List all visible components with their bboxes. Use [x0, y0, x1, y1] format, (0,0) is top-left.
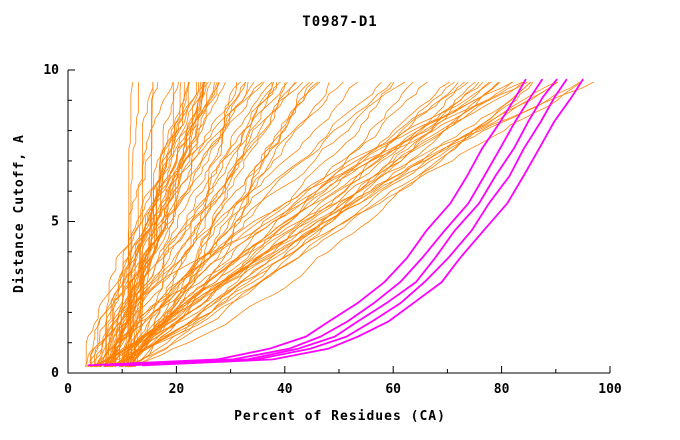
predicted-model-curves [132, 82, 273, 367]
highlighted-model-curves [142, 78, 584, 367]
predicted-model-curves [104, 81, 465, 368]
predicted-model-curves [99, 81, 297, 368]
x-tick-label: 20 [169, 382, 185, 397]
x-tick-label: 40 [277, 382, 293, 397]
predicted-model-curves [106, 82, 249, 368]
predicted-model-curves [107, 82, 278, 368]
x-tick-label: 0 [64, 382, 72, 397]
predicted-model-curves [120, 81, 580, 368]
predicted-model-curves [119, 81, 582, 368]
predicted-model-curves [98, 81, 314, 368]
predicted-model-curves [94, 81, 212, 368]
predicted-model-curves [94, 81, 218, 367]
y-tick-label: 0 [51, 366, 59, 381]
predicted-model-curves [114, 81, 450, 368]
predicted-model-curves [107, 81, 241, 367]
x-axis-label: Percent of Residues (CA) [234, 409, 446, 424]
predicted-model-curves [125, 81, 455, 368]
predicted-model-curves [84, 82, 205, 368]
predicted-model-curves [127, 82, 205, 368]
x-tick-label: 80 [494, 382, 510, 397]
predicted-model-curves [122, 81, 246, 367]
predicted-model-curves [87, 81, 274, 368]
predicted-model-curves [122, 81, 273, 368]
y-tick-label: 5 [51, 215, 59, 230]
predicted-model-curves [119, 82, 202, 367]
highlighted-model-curves [87, 78, 527, 367]
predicted-model-curves [130, 81, 310, 368]
highlighted-model-curves [115, 78, 558, 367]
x-tick-label: 100 [598, 382, 622, 397]
predicted-model-curves [89, 81, 514, 367]
predicted-model-curves [100, 81, 406, 368]
predicted-model-curves [90, 81, 531, 368]
predicted-model-curves [105, 82, 197, 367]
predicted-model-curves [125, 81, 476, 368]
predicted-model-curves [95, 82, 215, 367]
highlighted-model-curves [128, 78, 568, 367]
predicted-model-curves [130, 82, 139, 367]
predicted-model-curves [127, 81, 534, 368]
predicted-model-curves [90, 81, 226, 367]
predicted-model-curves [126, 81, 321, 368]
y-tick-label: 10 [43, 63, 59, 78]
chart-title: T0987-D1 [302, 14, 378, 30]
x-tick-label: 60 [385, 382, 401, 397]
predicted-model-curves [125, 81, 382, 368]
predicted-model-curves [132, 81, 484, 368]
predicted-model-curves [112, 82, 207, 368]
predicted-model-curves [89, 82, 237, 367]
predicted-model-curves [109, 81, 414, 368]
highlighted-model-curves [104, 78, 544, 367]
predicted-model-curves [122, 82, 286, 368]
predicted-model-curves [96, 81, 594, 368]
predicted-model-curves [134, 81, 392, 368]
predicted-model-curves [128, 82, 179, 368]
predicted-model-curves [127, 82, 182, 367]
predicted-model-curves [120, 81, 190, 368]
predicted-model-curves [125, 81, 501, 368]
predicted-model-curves [110, 81, 528, 368]
predicted-model-curves [95, 81, 492, 368]
